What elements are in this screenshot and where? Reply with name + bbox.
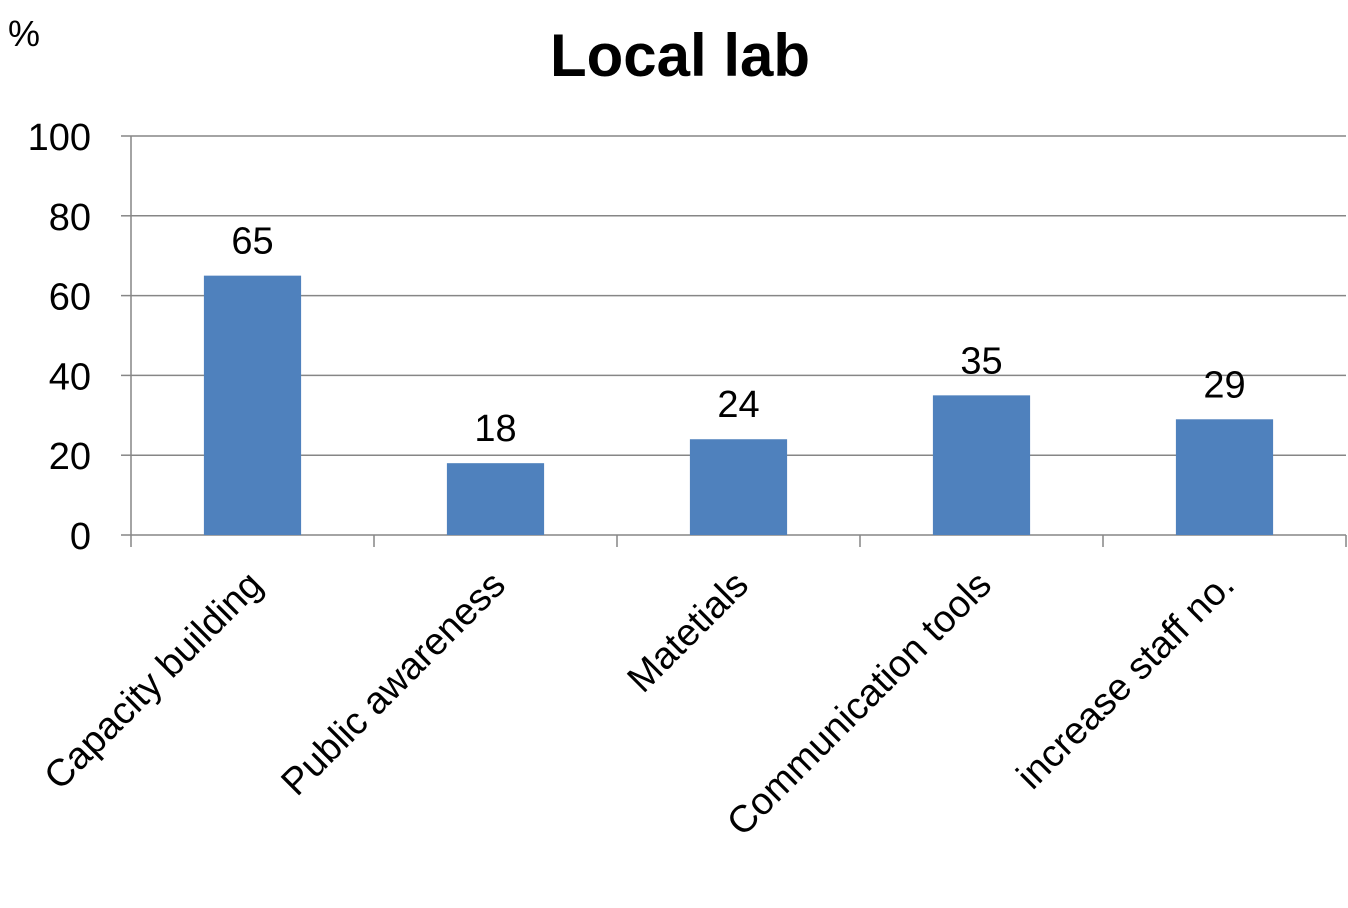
bars <box>203 275 1274 535</box>
data-label: 35 <box>960 340 1002 382</box>
bar <box>932 395 1031 535</box>
y-tick-label: 60 <box>49 277 91 319</box>
y-tick-label: 20 <box>49 436 91 478</box>
bar <box>689 439 788 535</box>
bar <box>1175 419 1274 535</box>
x-tick-label: increase staff no. <box>1009 564 1243 798</box>
data-labels: 65 18 24 35 29 <box>231 221 1245 451</box>
y-axis-unit-label: % <box>8 13 40 54</box>
x-tick-label: Public awareness <box>274 564 514 804</box>
x-tick-label: Matetials <box>620 564 757 701</box>
gridlines <box>131 135 1346 456</box>
data-label: 24 <box>717 384 759 426</box>
bar <box>203 275 302 535</box>
chart-title: Local lab <box>550 22 810 89</box>
bar <box>446 463 545 535</box>
data-label: 29 <box>1203 364 1245 406</box>
x-tick-labels: Capacity building Public awareness Matetia… <box>37 564 1243 845</box>
data-label: 18 <box>474 408 516 450</box>
y-tick-label: 0 <box>70 516 91 558</box>
y-tick-labels: 0 20 40 60 80 100 <box>28 117 91 558</box>
y-tick-label: 40 <box>49 356 91 398</box>
y-tick-label: 80 <box>49 197 91 239</box>
x-tick-label: Capacity building <box>37 564 271 798</box>
x-tick-label: Communication tools <box>719 564 1000 845</box>
y-tick-label: 100 <box>28 117 91 159</box>
data-label: 65 <box>231 221 273 263</box>
